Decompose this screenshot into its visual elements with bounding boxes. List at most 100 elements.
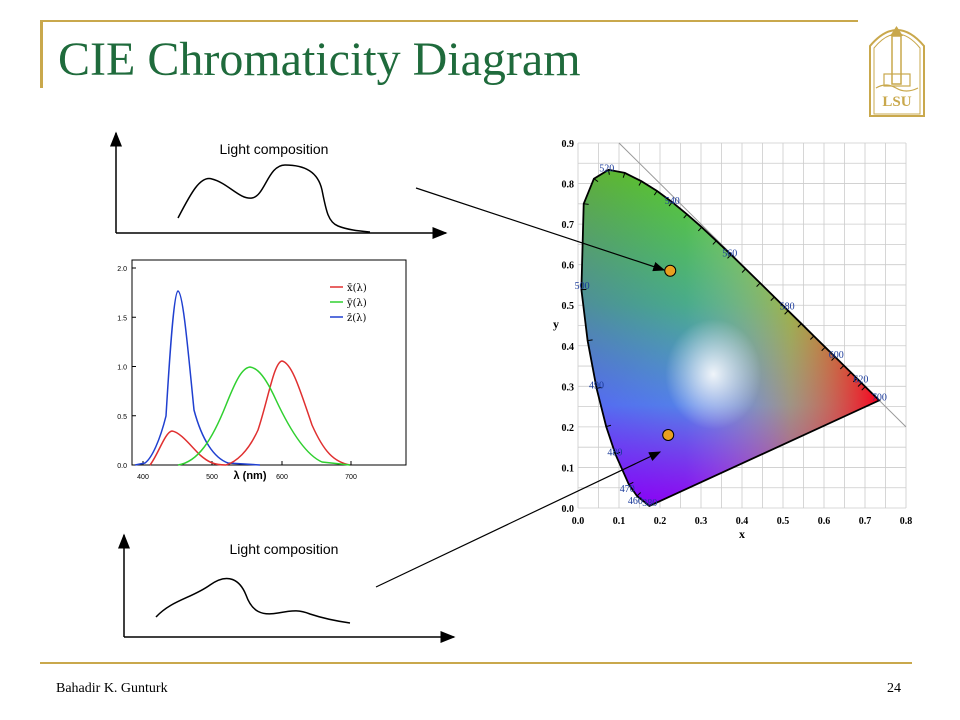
cmf-x-tick-label: 700: [345, 474, 357, 481]
chroma-wavelength-label: 520: [599, 163, 614, 174]
cmf-legend-y-label: ȳ(λ): [346, 298, 367, 309]
chroma-axis-ticks: 0.0 0.1 0.2 0.3 0.4 0.5 0.6 0.7 0.8 0.0 0.1 0.2 0.3 0…: [562, 139, 913, 527]
chroma-x-tick-label: 0.2: [654, 516, 667, 527]
cmf-legend-x-label: x̄(λ): [347, 283, 367, 294]
chroma-y-tick-label: 0.9: [562, 139, 575, 150]
chroma-locus-tick: [668, 201, 673, 207]
footer-page-number: 24: [887, 681, 901, 696]
chroma-locus-tick: [636, 492, 641, 497]
chroma-locus-tick: [839, 365, 845, 370]
cmf-y-tick-label: 1.0: [117, 365, 127, 372]
chroma-wavelength-label: 700: [872, 393, 887, 404]
chroma-locus-tick: [831, 356, 836, 361]
cmf-x-tick-label: 600: [276, 474, 288, 481]
chroma-locus-tick: [638, 180, 642, 186]
chroma-y-tick-label: 0.4: [562, 342, 575, 353]
chroma-locus-tick: [587, 339, 593, 342]
chroma-x-tick-label: 0.0: [572, 516, 585, 527]
cmf-x-bar-curve: [149, 360, 351, 466]
chroma-y-tick-label: 0.5: [562, 301, 575, 312]
cmf-plot: 0.00.51.01.52.0 400 500 600 700 x̄(λ) ȳ(λ) …: [117, 259, 407, 482]
chroma-x-tick-label: 0.5: [777, 516, 790, 527]
cmf-y-tick-label: 0.5: [117, 414, 127, 421]
chroma-locus-tick: [583, 203, 589, 205]
chroma-wavelength-label: 560: [722, 249, 737, 260]
chroma-locus-tick: [784, 310, 789, 315]
chroma-wavelength-label: 380: [642, 498, 657, 509]
chroma-locus-tick: [797, 323, 802, 328]
chroma-x-tick-label: 0.6: [818, 516, 831, 527]
lsu-logo: LSU: [869, 26, 925, 117]
chroma-y-tick-label: 0.2: [562, 423, 575, 434]
chroma-locus-tick: [712, 240, 717, 245]
title-frame-horizontal: [40, 20, 858, 22]
chroma-locus-tick: [628, 481, 634, 486]
top-sketch: Light composition: [110, 131, 448, 239]
cmf-y-tick-label: 2.0: [117, 266, 127, 273]
chroma-wavelength-label: 540: [665, 196, 680, 207]
chroma-locus-tick: [756, 282, 761, 287]
chroma-y-tick-label: 0.1: [562, 463, 575, 474]
footer-divider: [40, 662, 912, 664]
chroma-x-tick-label: 0.8: [900, 516, 913, 527]
chroma-y-tick-label: 0.8: [562, 180, 575, 191]
chroma-x-tick-label: 0.3: [695, 516, 708, 527]
chroma-gamut: [580, 168, 881, 508]
chroma-marker-point: [662, 429, 675, 441]
cmf-x-tick-label: 400: [137, 474, 149, 481]
chroma-x-tick-label: 0.1: [613, 516, 626, 527]
chroma-locus-tick: [615, 451, 621, 455]
chroma-y-tick-label: 0.0: [562, 504, 575, 515]
chroma-wavelength-label: 460: [628, 496, 643, 507]
chroma-locus-tick: [809, 335, 815, 340]
cmf-legend-z-label: z̄(λ): [347, 313, 367, 324]
cmf-y-tick-label: 0.0: [117, 463, 127, 470]
chroma-y-tick-label: 0.3: [562, 382, 575, 393]
bottom-sketch-spectrum-curve: [155, 577, 351, 624]
chroma-y-tick-label: 0.6: [562, 261, 575, 272]
chroma-locus-tick: [697, 226, 703, 232]
cmf-x-axis-label: λ (nm): [234, 470, 267, 482]
cmf-plot-frame: [131, 259, 407, 466]
chroma-wavelength-label: 500: [575, 281, 590, 292]
chroma-locus-tick: [821, 346, 826, 352]
chroma-wavelength-label: 490: [589, 380, 604, 391]
chroma-y-tick-label: 0.7: [562, 220, 575, 231]
chroma-wavelength-label: 620: [853, 374, 868, 385]
chroma-locus-tick: [741, 268, 746, 273]
chroma-locus-tick: [857, 382, 862, 387]
title-frame-vertical: [40, 20, 43, 88]
chroma-locus-tick: [861, 386, 866, 391]
chroma-x-tick-label: 0.4: [736, 516, 749, 527]
chroma-locus-tick: [622, 172, 626, 178]
chroma-gamut-outline: [580, 168, 881, 508]
chroma-wavelength-label: 580: [780, 301, 795, 312]
cmf-y-ticks: 0.0 0.5 1.0 1.5 2.0: [117, 266, 136, 470]
chroma-locus-tick: [683, 213, 688, 219]
chroma-locus-tick: [653, 190, 658, 196]
chroma-wavelength-label: 480: [607, 447, 622, 458]
footer-author: Bahadir K. Gunturk: [56, 681, 168, 696]
chroma-x-axis-label: x: [739, 527, 745, 541]
cmf-x-tick-label: 500: [206, 474, 218, 481]
bottom-sketch: Light composition: [118, 533, 456, 643]
cmf-y-tick-label: 1.5: [117, 315, 127, 322]
bottom-composition-arrow: [375, 451, 662, 588]
top-sketch-label: Light composition: [220, 141, 329, 157]
chroma-white-point-glow: [665, 319, 762, 430]
chroma-locus-tick: [606, 424, 612, 428]
top-sketch-spectrum-curve: [177, 164, 371, 233]
chroma-y-axis-label: y: [553, 317, 559, 331]
slide-title: CIE Chromaticity Diagram: [58, 33, 581, 86]
chroma-markers: [662, 264, 677, 441]
chroma-locus-tick: [727, 254, 732, 259]
chroma-locus-tick: [596, 386, 602, 389]
cmf-y-bar-curve: [177, 366, 351, 466]
cmf-z-bar-curve: [134, 290, 261, 466]
chroma-wavelength-label: 470: [620, 484, 635, 495]
chroma-wavelength-label: 600: [829, 350, 844, 361]
bottom-sketch-label: Light composition: [230, 541, 339, 557]
chroma-locus-tick: [770, 296, 775, 301]
